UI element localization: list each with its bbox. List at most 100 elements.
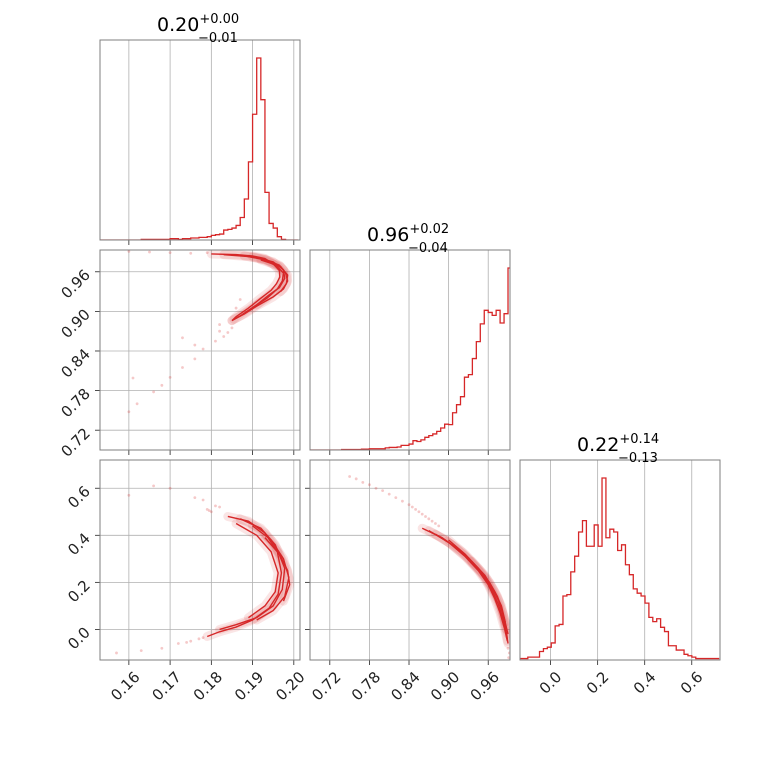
sample-point xyxy=(168,251,172,255)
contour-line xyxy=(206,515,283,638)
sample-point xyxy=(139,649,143,652)
title-minus: −0.01 xyxy=(198,31,238,46)
sample-point xyxy=(361,480,365,484)
sample-point xyxy=(193,496,197,500)
sample-point xyxy=(348,475,352,478)
scatter-panel-0-2: 0.16 0.17 0.18 0.19 0.20 0.0 0.2 0.4 0.6 xyxy=(64,459,309,704)
title-plus: +0.00 xyxy=(199,12,239,27)
y-tick-label: 0.78 xyxy=(57,385,93,421)
sample-point xyxy=(368,483,371,487)
y-tick-label: 0.4 xyxy=(64,529,94,559)
panel-frame xyxy=(309,249,511,451)
x-tick-label: 0.90 xyxy=(427,668,463,704)
sample-point xyxy=(181,366,184,369)
sample-point xyxy=(115,651,118,655)
sample-point xyxy=(410,505,414,509)
contour-line xyxy=(211,253,281,322)
contour-line xyxy=(471,560,507,623)
panel-content xyxy=(115,484,295,655)
sample-point xyxy=(131,376,135,380)
sample-point xyxy=(152,484,156,488)
sample-point xyxy=(127,250,131,253)
sample-point xyxy=(193,357,197,361)
contour-line xyxy=(219,518,286,631)
sample-point xyxy=(214,339,217,343)
panel-content xyxy=(127,250,293,414)
y-tick-label: 0.6 xyxy=(64,482,94,512)
contour-line xyxy=(435,533,509,635)
sample-point xyxy=(135,402,139,406)
scatter-panel-0-1: 0.720.78 0.84 0.900.96 xyxy=(57,249,301,461)
contour-line xyxy=(235,522,279,619)
sample-point xyxy=(226,331,230,334)
sample-point xyxy=(185,640,188,644)
x-tick-label: 0.4 xyxy=(630,668,660,698)
sample-point xyxy=(218,323,221,326)
sample-point xyxy=(176,642,180,645)
sample-point xyxy=(222,335,226,338)
sample-point xyxy=(420,512,424,516)
y-tick-label: 0.96 xyxy=(57,266,93,302)
sample-point xyxy=(417,510,421,514)
sample-point xyxy=(189,639,193,643)
panel-frame xyxy=(309,459,511,661)
x-tick-label: 0.20 xyxy=(272,668,308,704)
sample-point xyxy=(437,524,441,528)
sample-point xyxy=(401,499,404,503)
parameter-title: 0.96+0.02 xyxy=(367,222,449,246)
sample-point xyxy=(127,493,131,497)
sample-point xyxy=(160,646,164,650)
histogram-step-line xyxy=(520,477,720,660)
sample-point xyxy=(205,508,209,511)
sample-point xyxy=(148,250,151,254)
sample-point xyxy=(238,298,242,301)
x-tick-label: 0.84 xyxy=(387,668,423,704)
sample-point xyxy=(430,519,434,523)
contour-line xyxy=(264,537,291,602)
sample-point xyxy=(387,492,391,496)
panel-frame xyxy=(519,459,721,661)
x-tick-label: 0.17 xyxy=(149,668,185,704)
sample-point xyxy=(407,503,411,507)
sample-point xyxy=(381,489,385,492)
x-tick-label: 0.96 xyxy=(467,668,503,704)
sample-point xyxy=(160,383,164,387)
parameter-title: 0.20+0.00 xyxy=(157,12,239,36)
sample-point xyxy=(234,306,238,310)
title-value: 0.22 xyxy=(577,434,619,456)
sample-point xyxy=(168,375,172,379)
sample-point xyxy=(201,347,205,351)
sample-point xyxy=(127,410,131,414)
scatter-panel-1-2: 0.72 0.78 0.84 0.90 0.96 xyxy=(305,459,511,704)
sample-point xyxy=(218,505,221,509)
title-value: 0.20 xyxy=(157,14,199,36)
sample-point xyxy=(434,522,437,525)
title-plus: +0.14 xyxy=(619,432,659,447)
sample-point xyxy=(424,515,427,518)
x-tick-label: 0.16 xyxy=(107,668,143,704)
sample-point xyxy=(427,517,431,521)
sample-point xyxy=(189,251,193,255)
sample-point xyxy=(193,343,197,347)
histogram-step-line xyxy=(310,267,510,450)
histogram-panel-0: 0.20+0.00−0.01 xyxy=(99,12,301,245)
y-tick-label: 0.2 xyxy=(64,576,94,606)
sample-point xyxy=(507,656,510,660)
contour-line xyxy=(233,255,289,320)
sample-point xyxy=(152,390,156,394)
x-tick-label: 0.19 xyxy=(231,668,267,704)
sample-point xyxy=(374,486,378,490)
parameter-title: 0.22+0.14 xyxy=(577,432,659,456)
panel-frame xyxy=(99,459,301,661)
sample-point xyxy=(230,326,234,330)
density-band xyxy=(430,529,510,639)
sample-point xyxy=(201,498,205,502)
x-tick-label: 0.2 xyxy=(583,668,613,698)
sample-point xyxy=(209,510,213,514)
sample-point xyxy=(506,646,510,650)
y-tick-label: 0.84 xyxy=(57,345,93,381)
title-minus: −0.13 xyxy=(618,451,658,466)
title-value: 0.96 xyxy=(367,224,409,246)
sample-point xyxy=(507,651,510,655)
sample-point xyxy=(197,637,201,641)
